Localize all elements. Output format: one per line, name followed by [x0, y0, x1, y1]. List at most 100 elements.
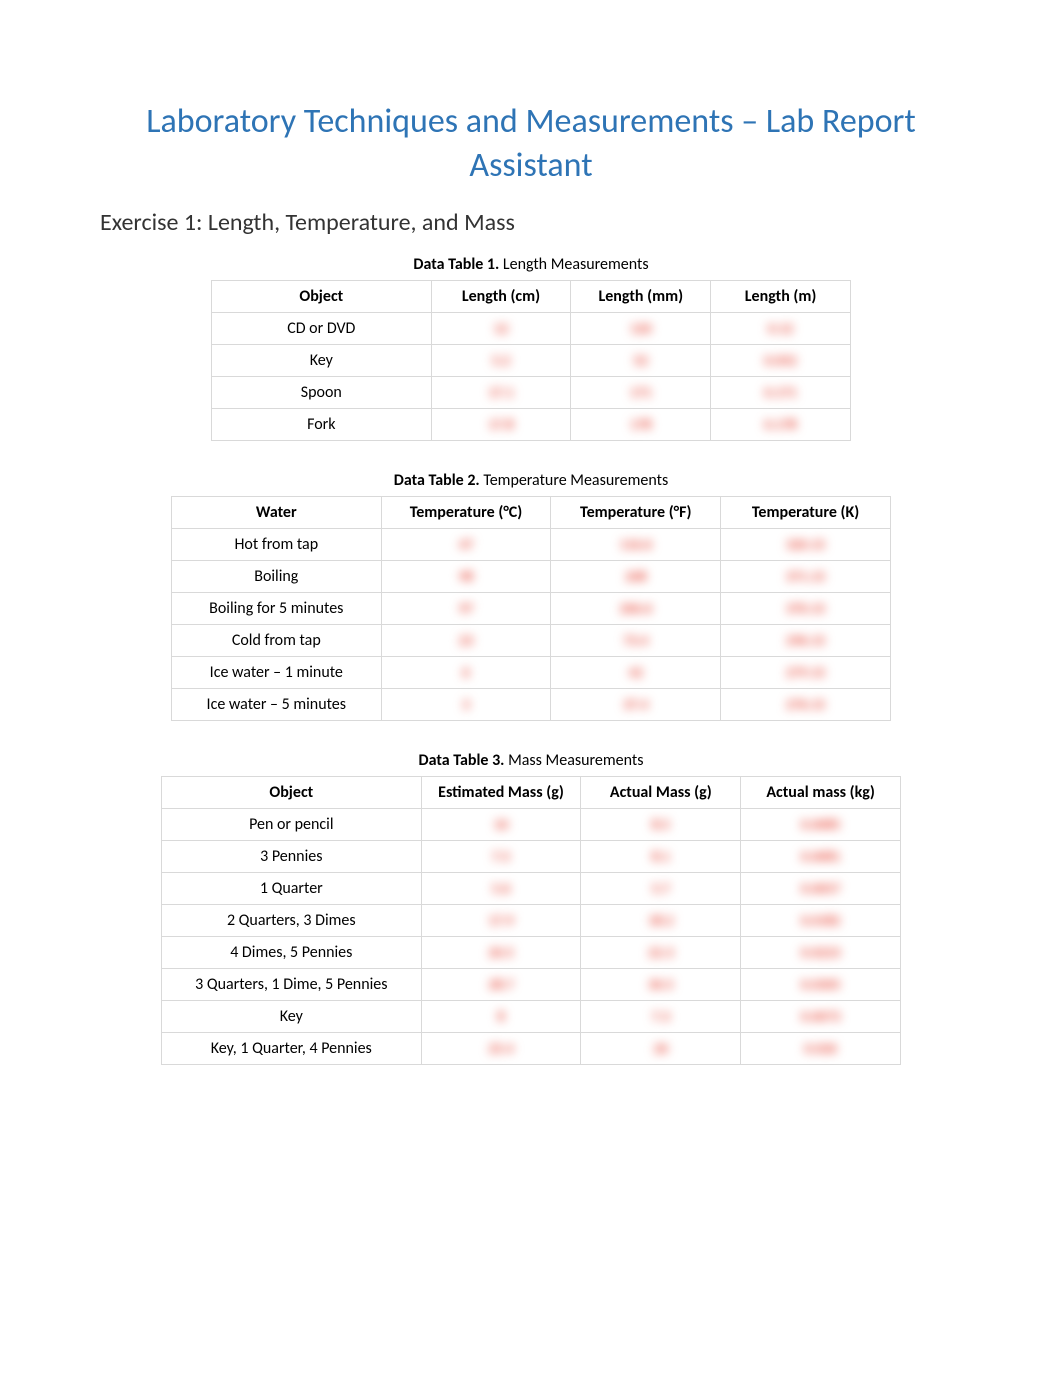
row-value: 22.3	[581, 937, 741, 969]
row-value: 5.6	[421, 873, 581, 905]
table-row: Ice water – 1 minute 6 42 279.15	[172, 657, 891, 689]
table2-body: Hot from tap 47 116.6 320.15 Boiling 98 …	[172, 529, 891, 721]
row-label: Key	[212, 345, 432, 377]
table-row: Cold from tap 23 73.4 296.15	[172, 625, 891, 657]
table3-header-row: Object Estimated Mass (g) Actual Mass (g…	[162, 777, 901, 809]
row-value: 98	[381, 561, 551, 593]
table1-col-header: Length (mm)	[571, 281, 711, 313]
row-label: Spoon	[212, 377, 432, 409]
row-value: 5.2	[431, 345, 571, 377]
table-row: 3 Quarters, 1 Dime, 5 Pennies 28.7 30.5 …	[162, 969, 901, 1001]
table2-col-header: Temperature (°F)	[551, 497, 721, 529]
row-label: CD or DVD	[212, 313, 432, 345]
table-row: 2 Quarters, 3 Dimes 17.9 18.2 0.0182	[162, 905, 901, 937]
row-value: 370.15	[721, 593, 891, 625]
row-value: 97	[381, 593, 551, 625]
row-value: 25.4	[421, 1033, 581, 1065]
section-heading: Exercise 1: Length, Temperature, and Mas…	[100, 208, 962, 237]
table1-caption-bold: Data Table 1.	[413, 255, 499, 274]
row-value: 320.15	[721, 529, 891, 561]
table-row: Key, 1 Quarter, 4 Pennies 25.4 26 0.026	[162, 1033, 901, 1065]
row-value: 3	[381, 689, 551, 721]
row-value: 37.4	[551, 689, 721, 721]
row-value: 0.0305	[741, 969, 901, 1001]
table-row: 3 Pennies 7.5 8.1 0.0081	[162, 841, 901, 873]
table-row: Spoon 17.1 171 0.171	[212, 377, 851, 409]
table-row: Boiling for 5 minutes 97 206.6 370.15	[172, 593, 891, 625]
row-label: Key, 1 Quarter, 4 Pennies	[162, 1033, 422, 1065]
row-value: 6	[381, 657, 551, 689]
table-row: Boiling 98 208 371.15	[172, 561, 891, 593]
table3-caption-bold: Data Table 3.	[419, 751, 505, 770]
row-value: 0.12	[711, 313, 851, 345]
table1-body: CD or DVD 12 120 0.12 Key 5.2 52 0.052 S…	[212, 313, 851, 441]
table3-body: Pen or pencil 10 8.5 0.0085 3 Pennies 7.…	[162, 809, 901, 1065]
table-row: 1 Quarter 5.6 5.7 0.0057	[162, 873, 901, 905]
row-value: 208	[551, 561, 721, 593]
table1-col-header: Object	[212, 281, 432, 313]
row-value: 120	[571, 313, 711, 345]
row-value: 12	[431, 313, 571, 345]
table1-col-header: Length (m)	[711, 281, 851, 313]
table2: Water Temperature (°C) Temperature (°F) …	[171, 496, 891, 721]
table-row: Fork 17.8 178 0.178	[212, 409, 851, 441]
table1-col-header: Length (cm)	[431, 281, 571, 313]
table-row: Key 5.2 52 0.052	[212, 345, 851, 377]
table-row: Hot from tap 47 116.6 320.15	[172, 529, 891, 561]
table3-caption: Data Table 3. Mass Measurements	[100, 751, 962, 770]
row-value: 0.0073	[741, 1001, 901, 1033]
row-value: 0.0057	[741, 873, 901, 905]
table2-caption-bold: Data Table 2.	[394, 471, 480, 490]
row-value: 18.2	[581, 905, 741, 937]
row-value: 8.5	[581, 809, 741, 841]
row-value: 178	[571, 409, 711, 441]
table2-header-row: Water Temperature (°C) Temperature (°F) …	[172, 497, 891, 529]
row-value: 5.7	[581, 873, 741, 905]
table-row: Key 8 7.3 0.0073	[162, 1001, 901, 1033]
table-row: 4 Dimes, 5 Pennies 20.5 22.3 0.0223	[162, 937, 901, 969]
table1-caption-rest: Length Measurements	[499, 255, 648, 274]
row-value: 116.6	[551, 529, 721, 561]
table1-caption: Data Table 1. Length Measurements	[100, 255, 962, 274]
table3-col-header: Estimated Mass (g)	[421, 777, 581, 809]
table2-caption-rest: Temperature Measurements	[480, 471, 669, 490]
row-value: 0.171	[711, 377, 851, 409]
row-value: 23	[381, 625, 551, 657]
row-label: 3 Pennies	[162, 841, 422, 873]
table2-col-header: Temperature (°C)	[381, 497, 551, 529]
row-value: 371.15	[721, 561, 891, 593]
table3-col-header: Actual Mass (g)	[581, 777, 741, 809]
row-value: 7.5	[421, 841, 581, 873]
row-value: 7.3	[581, 1001, 741, 1033]
row-value: 296.15	[721, 625, 891, 657]
row-label: Key	[162, 1001, 422, 1033]
table3-caption-rest: Mass Measurements	[504, 751, 643, 770]
row-value: 17.9	[421, 905, 581, 937]
row-value: 42	[551, 657, 721, 689]
row-value: 20.5	[421, 937, 581, 969]
row-value: 30.5	[581, 969, 741, 1001]
table2-caption: Data Table 2. Temperature Measurements	[100, 471, 962, 490]
row-label: Boiling for 5 minutes	[172, 593, 382, 625]
table3: Object Estimated Mass (g) Actual Mass (g…	[161, 776, 901, 1065]
table3-col-header: Actual mass (kg)	[741, 777, 901, 809]
row-label: Hot from tap	[172, 529, 382, 561]
row-label: 3 Quarters, 1 Dime, 5 Pennies	[162, 969, 422, 1001]
row-value: 0.026	[741, 1033, 901, 1065]
table-row: Pen or pencil 10 8.5 0.0085	[162, 809, 901, 841]
row-label: 2 Quarters, 3 Dimes	[162, 905, 422, 937]
row-value: 8.1	[581, 841, 741, 873]
row-label: 1 Quarter	[162, 873, 422, 905]
row-value: 47	[381, 529, 551, 561]
row-label: 4 Dimes, 5 Pennies	[162, 937, 422, 969]
row-value: 52	[571, 345, 711, 377]
row-label: Ice water – 1 minute	[172, 657, 382, 689]
table-row: Ice water – 5 minutes 3 37.4 276.15	[172, 689, 891, 721]
row-label: Fork	[212, 409, 432, 441]
row-label: Boiling	[172, 561, 382, 593]
row-value: 26	[581, 1033, 741, 1065]
row-value: 0.0081	[741, 841, 901, 873]
row-value: 73.4	[551, 625, 721, 657]
row-value: 276.15	[721, 689, 891, 721]
row-value: 279.15	[721, 657, 891, 689]
